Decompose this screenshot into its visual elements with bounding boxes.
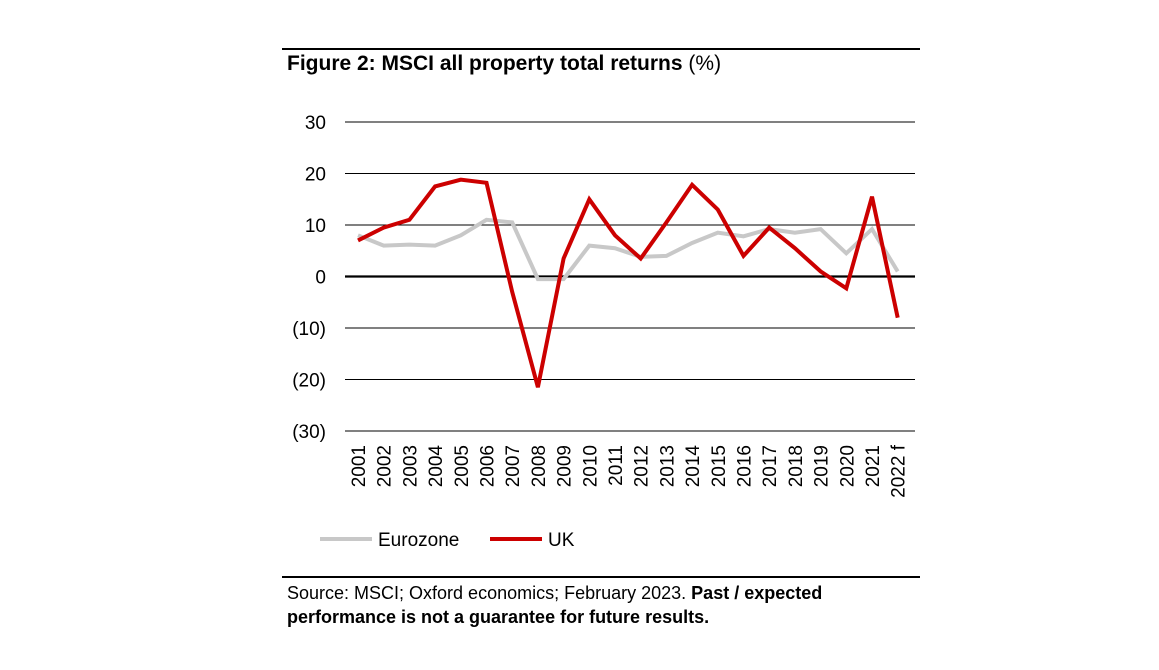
x-tick-label: 2005 [452,445,473,487]
figure-title-bold: Figure 2: MSCI all property total return… [287,52,683,75]
x-tick-label: 2008 [529,445,550,487]
x-tick-label: 2015 [709,445,730,487]
y-tick-label: (20) [292,371,326,392]
grid [345,121,915,432]
x-tick-label: 2002 [375,445,396,487]
bottom-rule [282,576,920,578]
x-tick-label: 2006 [478,445,499,487]
legend: Eurozone UK [320,530,575,551]
x-tick-label: 2012 [632,445,653,487]
x-tick-label: 2010 [580,445,601,487]
source-text: Source: MSCI; Oxford economics; February… [287,583,692,603]
x-tick-label: 2007 [503,445,524,487]
legend-label-eurozone: Eurozone [378,530,459,551]
series-lines [357,177,900,388]
y-tick-label: 0 [315,268,326,289]
x-tick-label: 2020 [837,445,858,487]
y-axis-ticks: 30 20 10 0 (10) (20) (30) [292,113,326,443]
series-line-eurozone [357,217,900,282]
x-tick-label: 2022 f [889,444,910,498]
y-tick-label: 10 [305,216,326,237]
x-tick-label: 2009 [555,445,576,487]
y-tick-label: (30) [292,422,326,443]
x-tick-label: 2004 [426,445,447,488]
top-rule [282,48,920,50]
figure-title-unit: (%) [682,52,722,75]
y-tick-label: (10) [292,319,326,340]
source-disclaimer: Past / expected performance is not a gua… [287,583,823,627]
x-tick-label: 2017 [760,445,781,487]
x-tick-label: 2016 [735,445,756,487]
figure-title: Figure 2: MSCI all property total return… [287,52,721,76]
x-axis-ticks: 2001 2002 2003 2004 2005 2006 2007 2008 2009 2010… [349,444,910,498]
x-tick-label: 2019 [812,445,833,487]
x-tick-label: 2011 [606,445,627,486]
x-tick-label: 2021 [863,445,884,487]
source-note: Source: MSCI; Oxford economics; February… [287,581,907,629]
x-tick-label: 2014 [683,445,704,488]
y-tick-label: 30 [305,113,326,134]
legend-label-uk: UK [548,530,575,551]
x-tick-label: 2013 [657,445,678,487]
x-tick-label: 2003 [400,445,421,487]
x-tick-label: 2018 [786,445,807,487]
y-tick-label: 20 [305,165,326,186]
x-tick-label: 2001 [349,445,370,487]
series-line-uk [357,177,900,388]
